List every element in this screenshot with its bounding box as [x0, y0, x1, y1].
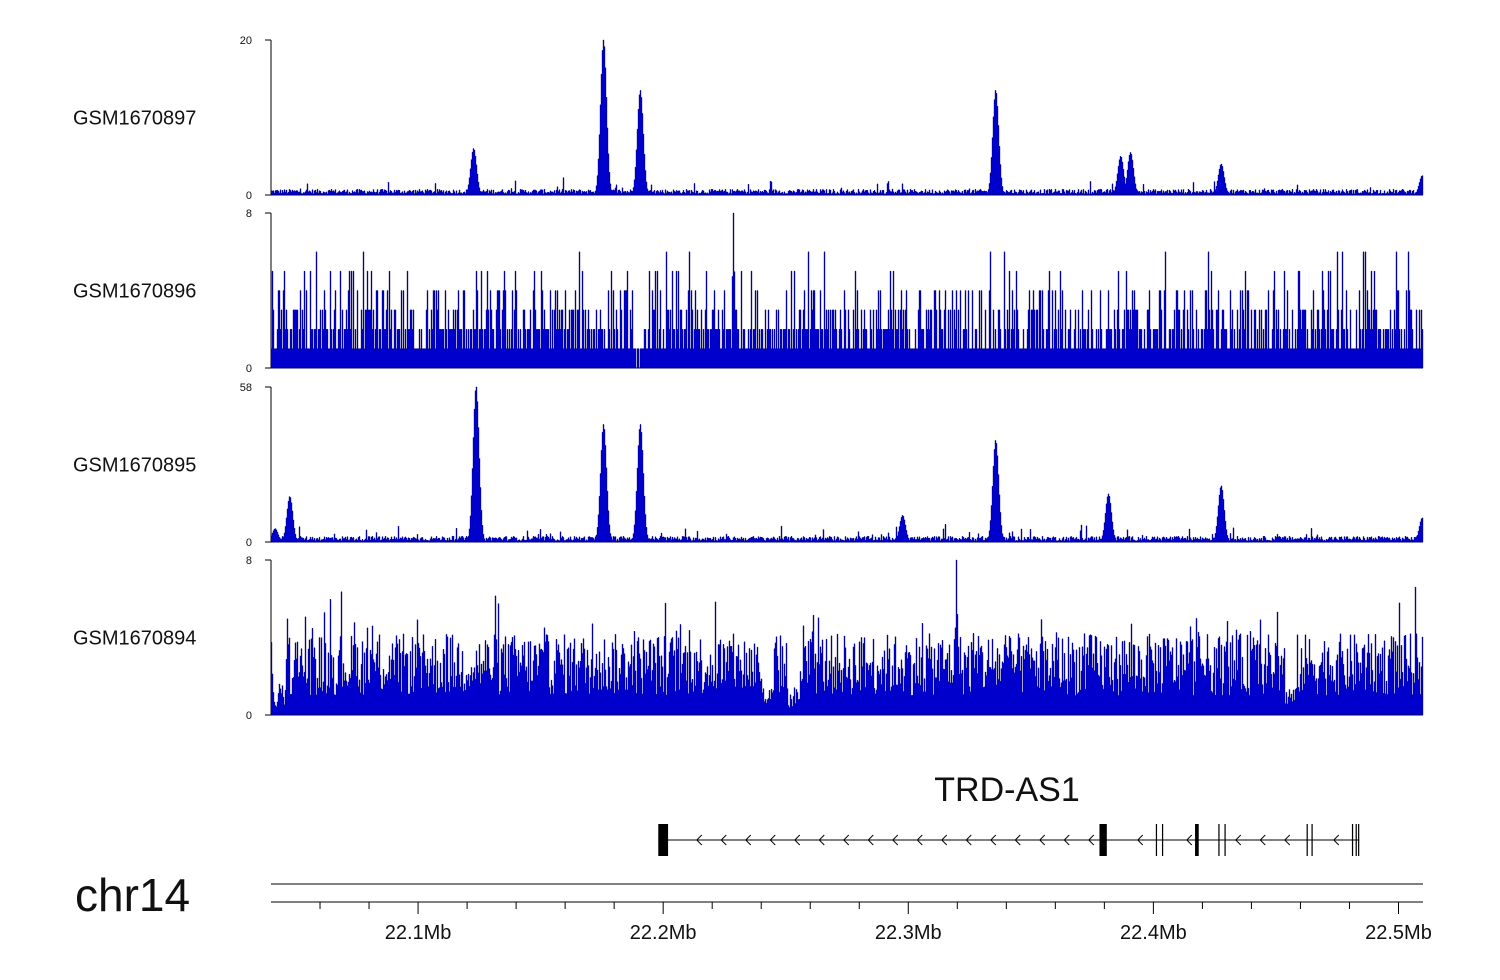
strand-arrow: [1014, 834, 1021, 846]
exon: [1358, 824, 1360, 856]
strand-arrow: [1063, 834, 1070, 846]
gene-track: TRD-AS1: [658, 771, 1360, 856]
strand-arrow: [990, 834, 997, 846]
exon: [1161, 824, 1164, 856]
y-tick-label-max: 58: [240, 382, 252, 394]
strand-arrow: [769, 834, 776, 846]
strand-arrow: [1137, 834, 1144, 846]
signal-area: [270, 386, 1424, 543]
y-tick-label-min: 0: [246, 190, 252, 202]
x-tick-label: 22.3Mb: [875, 922, 942, 944]
exon: [1351, 824, 1354, 856]
y-tick-label-max: 20: [240, 35, 252, 47]
strand-arrow: [1284, 834, 1291, 846]
signal-area: [270, 559, 1424, 716]
track-label: GSM1670896: [73, 281, 196, 303]
strand-arrow: [745, 834, 752, 846]
exon: [1224, 824, 1226, 856]
exon: [1355, 824, 1357, 856]
strand-arrow: [916, 834, 923, 846]
y-tick-label-min: 0: [246, 537, 252, 549]
strand-arrow: [818, 834, 825, 846]
exon: [1306, 824, 1308, 856]
signal-area: [270, 39, 1424, 196]
exon: [1099, 824, 1107, 856]
genome-axis: 22.1Mb 22.2Mb 22.3Mb 22.4Mb 22.5Mb: [271, 883, 1432, 944]
strand-arrow: [1088, 834, 1095, 846]
x-tick-label: 22.1Mb: [385, 922, 452, 944]
y-tick-label-min: 0: [246, 710, 252, 722]
track-GSM1670896: GSM1670896 8 0: [73, 208, 1424, 375]
chromosome-label: chr14: [75, 869, 190, 921]
x-tick-label: 22.2Mb: [630, 922, 697, 944]
y-tick-label-max: 8: [246, 208, 252, 220]
y-tick-label-max: 8: [246, 555, 252, 567]
strand-arrow: [1039, 834, 1046, 846]
strand-arrow: [794, 834, 801, 846]
exon: [1311, 824, 1313, 856]
strand-arrow: [696, 834, 703, 846]
exon: [1195, 824, 1199, 856]
track-GSM1670895: GSM1670895 58 0: [73, 382, 1424, 549]
gene-name: TRD-AS1: [934, 771, 1079, 809]
track-label: GSM1670897: [73, 108, 196, 130]
strand-arrow: [941, 834, 948, 846]
track-label: GSM1670894: [73, 628, 196, 650]
strand-arrow: [843, 834, 850, 846]
exon: [1218, 824, 1220, 856]
strand-arrow: [1333, 834, 1340, 846]
strand-arrow: [1235, 834, 1242, 846]
x-tick-label: 22.4Mb: [1120, 922, 1187, 944]
strand-arrow: [965, 834, 972, 846]
signal-area: [270, 212, 1424, 369]
strand-arrow: [867, 834, 874, 846]
track-GSM1670894: GSM1670894 8 0: [73, 555, 1424, 722]
track-GSM1670897: GSM1670897 20 0: [73, 35, 1424, 202]
signal-tracks: GSM1670897200GSM167089680GSM1670895580GS…: [73, 35, 1424, 722]
track-label: GSM1670895: [73, 455, 196, 477]
strand-arrow: [892, 834, 899, 846]
exon: [1155, 824, 1158, 856]
y-tick-label-min: 0: [246, 363, 252, 375]
strand-arrow: [720, 834, 727, 846]
strand-arrow: [1259, 834, 1266, 846]
strand-arrow: [1186, 834, 1193, 846]
x-tick-label: 22.5Mb: [1365, 922, 1432, 944]
exon: [658, 824, 669, 856]
